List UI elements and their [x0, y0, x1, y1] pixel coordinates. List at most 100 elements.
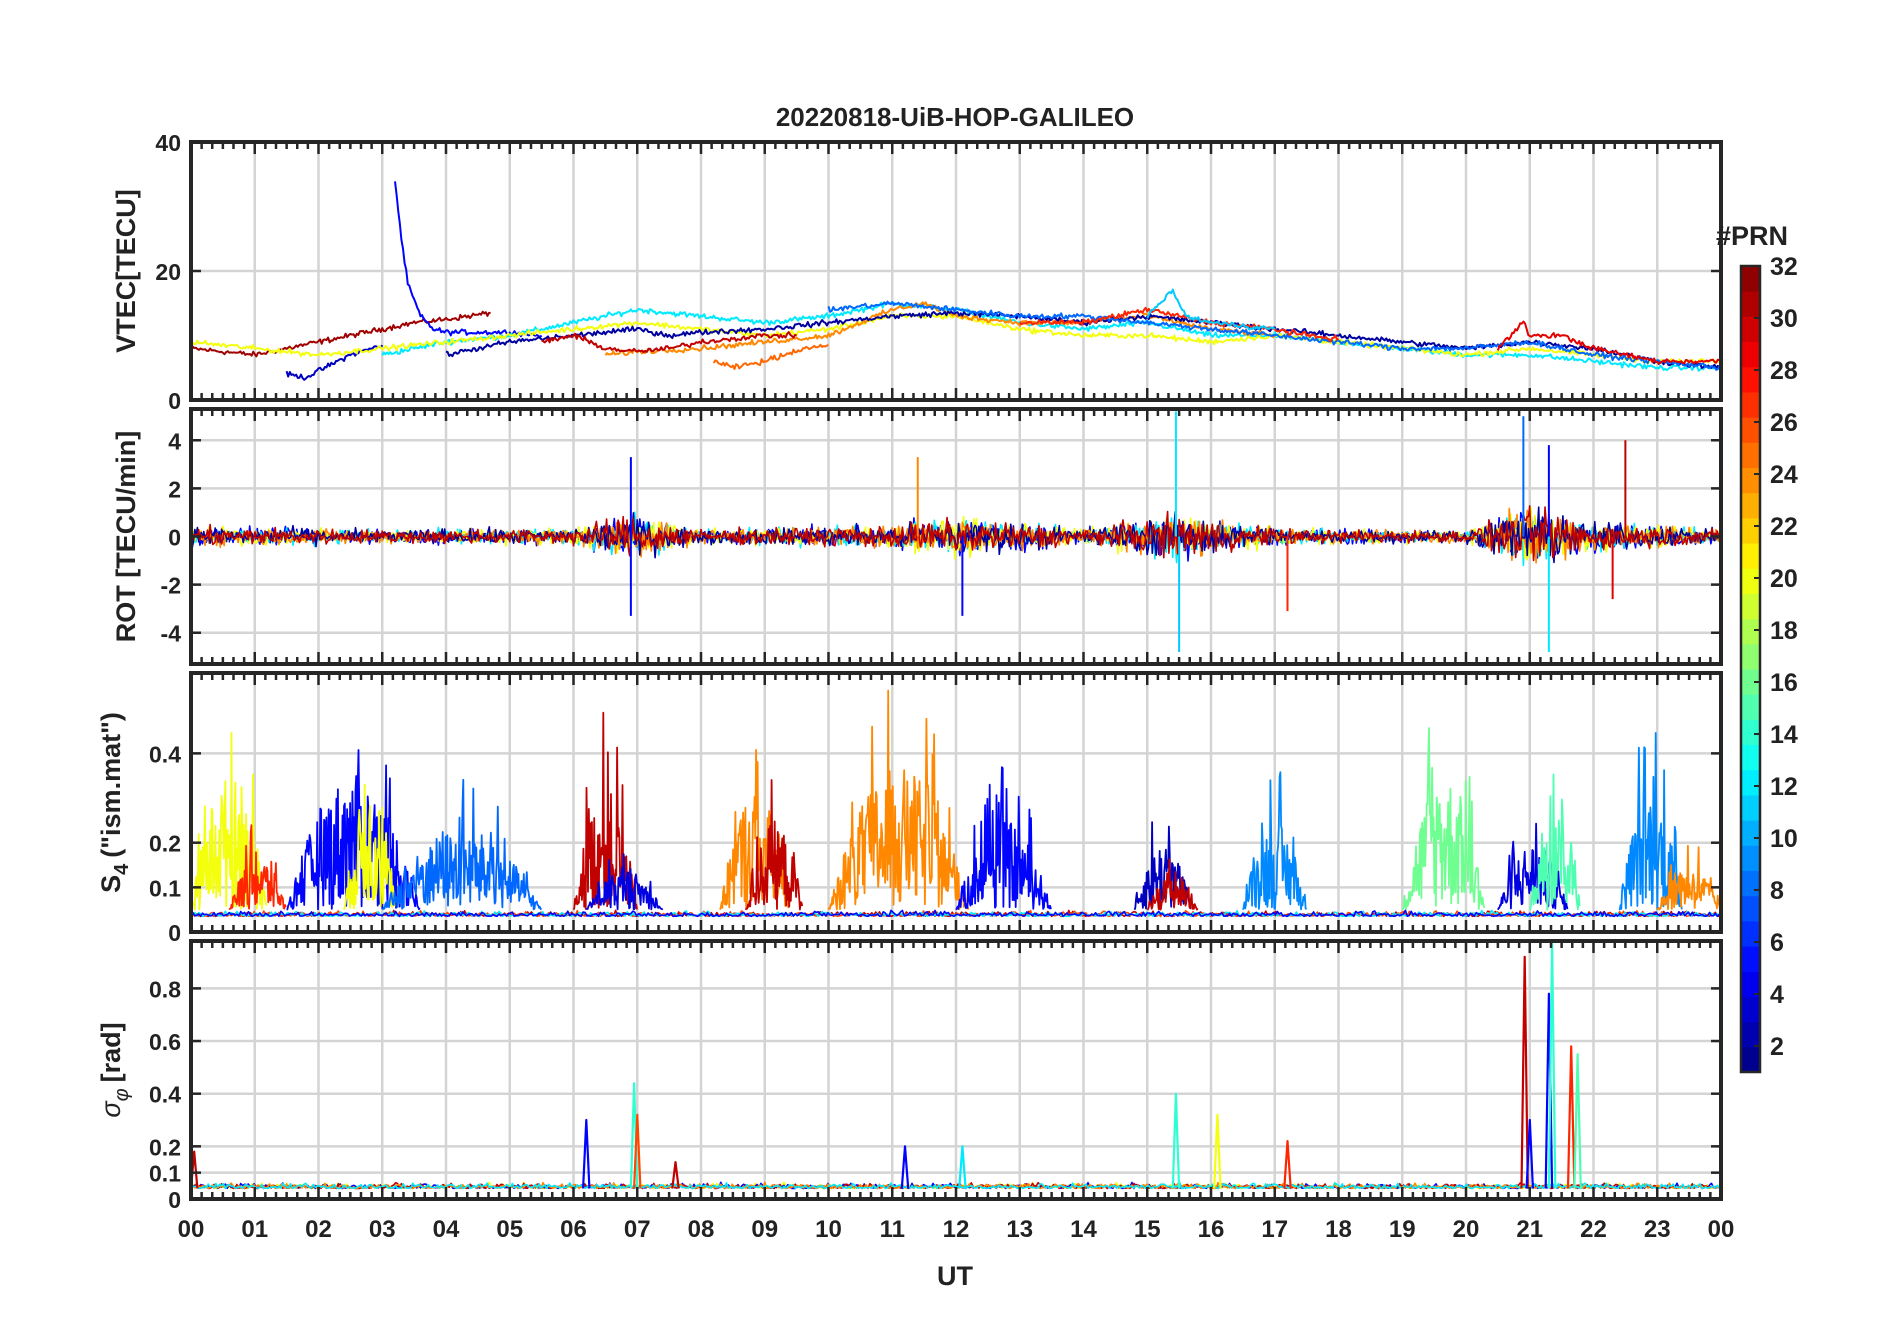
- x-tick-label: 11: [880, 1216, 905, 1243]
- sigma-spike: [900, 1145, 910, 1189]
- colorbar-segment: [1741, 820, 1760, 846]
- panel-s4: 0 0.1 0.2 0.4 S4("ism.mat"): [96, 671, 1723, 946]
- colorbar-segment: [1741, 618, 1760, 645]
- s4-burst-prn-24: [827, 689, 970, 911]
- s4-burst-prn-9: [1242, 771, 1308, 911]
- x-tick-label: 16: [1198, 1216, 1225, 1243]
- ticks-vtec: [189, 140, 1723, 402]
- colorbar-tick-label: 6: [1770, 929, 1784, 957]
- colorbar-segment: [1741, 266, 1760, 292]
- colorbar-segment: [1741, 719, 1760, 746]
- sigma-spike: [582, 1118, 591, 1189]
- x-tick-label: 04: [433, 1216, 460, 1243]
- chart-title: 20220818-UiB-HOP-GALILEO: [776, 102, 1134, 132]
- colorbar-tick-label: 10: [1770, 825, 1798, 853]
- y-tick-label: 0: [168, 920, 181, 946]
- s4-burst-prn-9: [1618, 732, 1683, 911]
- colorbar-segment: [1741, 442, 1760, 468]
- s4-burst-prn-20: [191, 732, 268, 911]
- y-tick-label: 20: [155, 259, 181, 285]
- ticks-sigma_phi: [189, 941, 1723, 1201]
- y-tick-label: 0: [168, 1187, 181, 1213]
- colorbar-segment: [1741, 467, 1760, 494]
- colorbar-tick-label: 8: [1770, 877, 1784, 905]
- colorbar-tick-label: 2: [1770, 1033, 1784, 1061]
- colorbar-tick-label: 28: [1770, 357, 1798, 385]
- colorbar-segment: [1741, 517, 1760, 544]
- x-tick-label: 01: [241, 1216, 268, 1243]
- rot-series-prn-30: [191, 505, 1721, 562]
- y-tick-label: 0.2: [149, 1134, 181, 1160]
- s4-burst-prn-5: [955, 766, 1052, 911]
- s4-burst-prn-30: [1146, 858, 1199, 911]
- colorbar-segment: [1741, 492, 1760, 519]
- y-tick-label: 0: [168, 388, 181, 414]
- y-tick-label: -4: [161, 621, 182, 647]
- y-tick-label: -2: [161, 573, 181, 599]
- colorbar-segment: [1741, 316, 1760, 343]
- x-tick-label: 09: [751, 1216, 778, 1243]
- colorbar-tick-label: 30: [1770, 305, 1798, 333]
- sigma-spike: [1213, 1113, 1222, 1189]
- x-tick-label: 08: [688, 1216, 715, 1243]
- sigma-spike: [671, 1161, 680, 1189]
- ticks-s4: [189, 673, 1723, 934]
- vtec-series-prn-3: [285, 344, 384, 381]
- sigma-spike: [1171, 1092, 1181, 1189]
- panel-vtec: 0 20 40 VTEC[TECU]: [111, 130, 1723, 414]
- y-tick-label: 0.4: [149, 1082, 181, 1108]
- colorbar-segment: [1741, 946, 1760, 972]
- s4-burst-prn-30: [744, 779, 804, 911]
- colorbar-tick-label: 14: [1770, 721, 1798, 749]
- y-tick-label: 2: [168, 476, 181, 502]
- colorbar-tick-label: 18: [1770, 617, 1798, 645]
- y-tick-label: 0: [168, 525, 181, 551]
- s4-burst-prn-24: [719, 749, 790, 910]
- x-tick-label: 23: [1644, 1216, 1671, 1243]
- sigma-spike: [1283, 1140, 1292, 1189]
- series-rot: [191, 411, 1721, 652]
- colorbar-segment: [1741, 366, 1760, 393]
- x-tick-label: 17: [1261, 1216, 1288, 1243]
- y-axis-label: S4("ism.mat"): [96, 712, 133, 893]
- colorbar-segment: [1741, 391, 1760, 418]
- colorbar-segment: [1741, 769, 1760, 796]
- vtec-series-prn-30: [541, 331, 797, 354]
- y-tick-label: 0.4: [149, 741, 181, 767]
- colorbar-segment: [1741, 870, 1760, 897]
- vtec-series-prn-11: [1146, 288, 1276, 331]
- grid-sigma_phi: [191, 941, 1721, 1199]
- x-tick-label: 22: [1580, 1216, 1607, 1243]
- rot-series-prn-24: [191, 507, 1721, 564]
- vtec-series-prn-27: [1019, 306, 1339, 343]
- colorbar-segment: [1741, 593, 1760, 620]
- ticks-rot: [189, 409, 1723, 664]
- x-tick-label: 19: [1389, 1216, 1416, 1243]
- x-tick-label: 20: [1453, 1216, 1480, 1243]
- colorbar-segment: [1741, 643, 1760, 670]
- x-tick-label: 05: [496, 1216, 523, 1243]
- s4-burst-prn-20: [343, 783, 396, 910]
- vtec-series-prn-29: [1496, 320, 1721, 365]
- colorbar-tick-label: 16: [1770, 669, 1798, 697]
- x-tick-label: 00: [178, 1216, 205, 1243]
- sigma-spike: [1520, 955, 1529, 1189]
- vtec-series-prn-2: [445, 310, 1721, 370]
- s4-burst-prn-8: [381, 778, 543, 911]
- grid-vtec: [191, 142, 1721, 400]
- sigma-spike: [633, 1113, 642, 1189]
- colorbar-tick-label: 12: [1770, 773, 1798, 801]
- colorbar-segment: [1741, 669, 1760, 695]
- series-s4: [191, 689, 1721, 918]
- y-tick-label: 0.1: [149, 1161, 181, 1187]
- colorbar-tick-label: 26: [1770, 409, 1798, 437]
- s4-burst-prn-4: [585, 853, 664, 911]
- x-tick-label: 06: [560, 1216, 587, 1243]
- s4-burst-prn-16: [1401, 727, 1486, 911]
- colorbar-segment: [1741, 744, 1760, 771]
- colorbar-segment: [1741, 971, 1760, 997]
- colorbar-segment: [1741, 895, 1760, 922]
- series-vtec: [191, 181, 1721, 381]
- s4-burst-prn-27: [228, 824, 287, 911]
